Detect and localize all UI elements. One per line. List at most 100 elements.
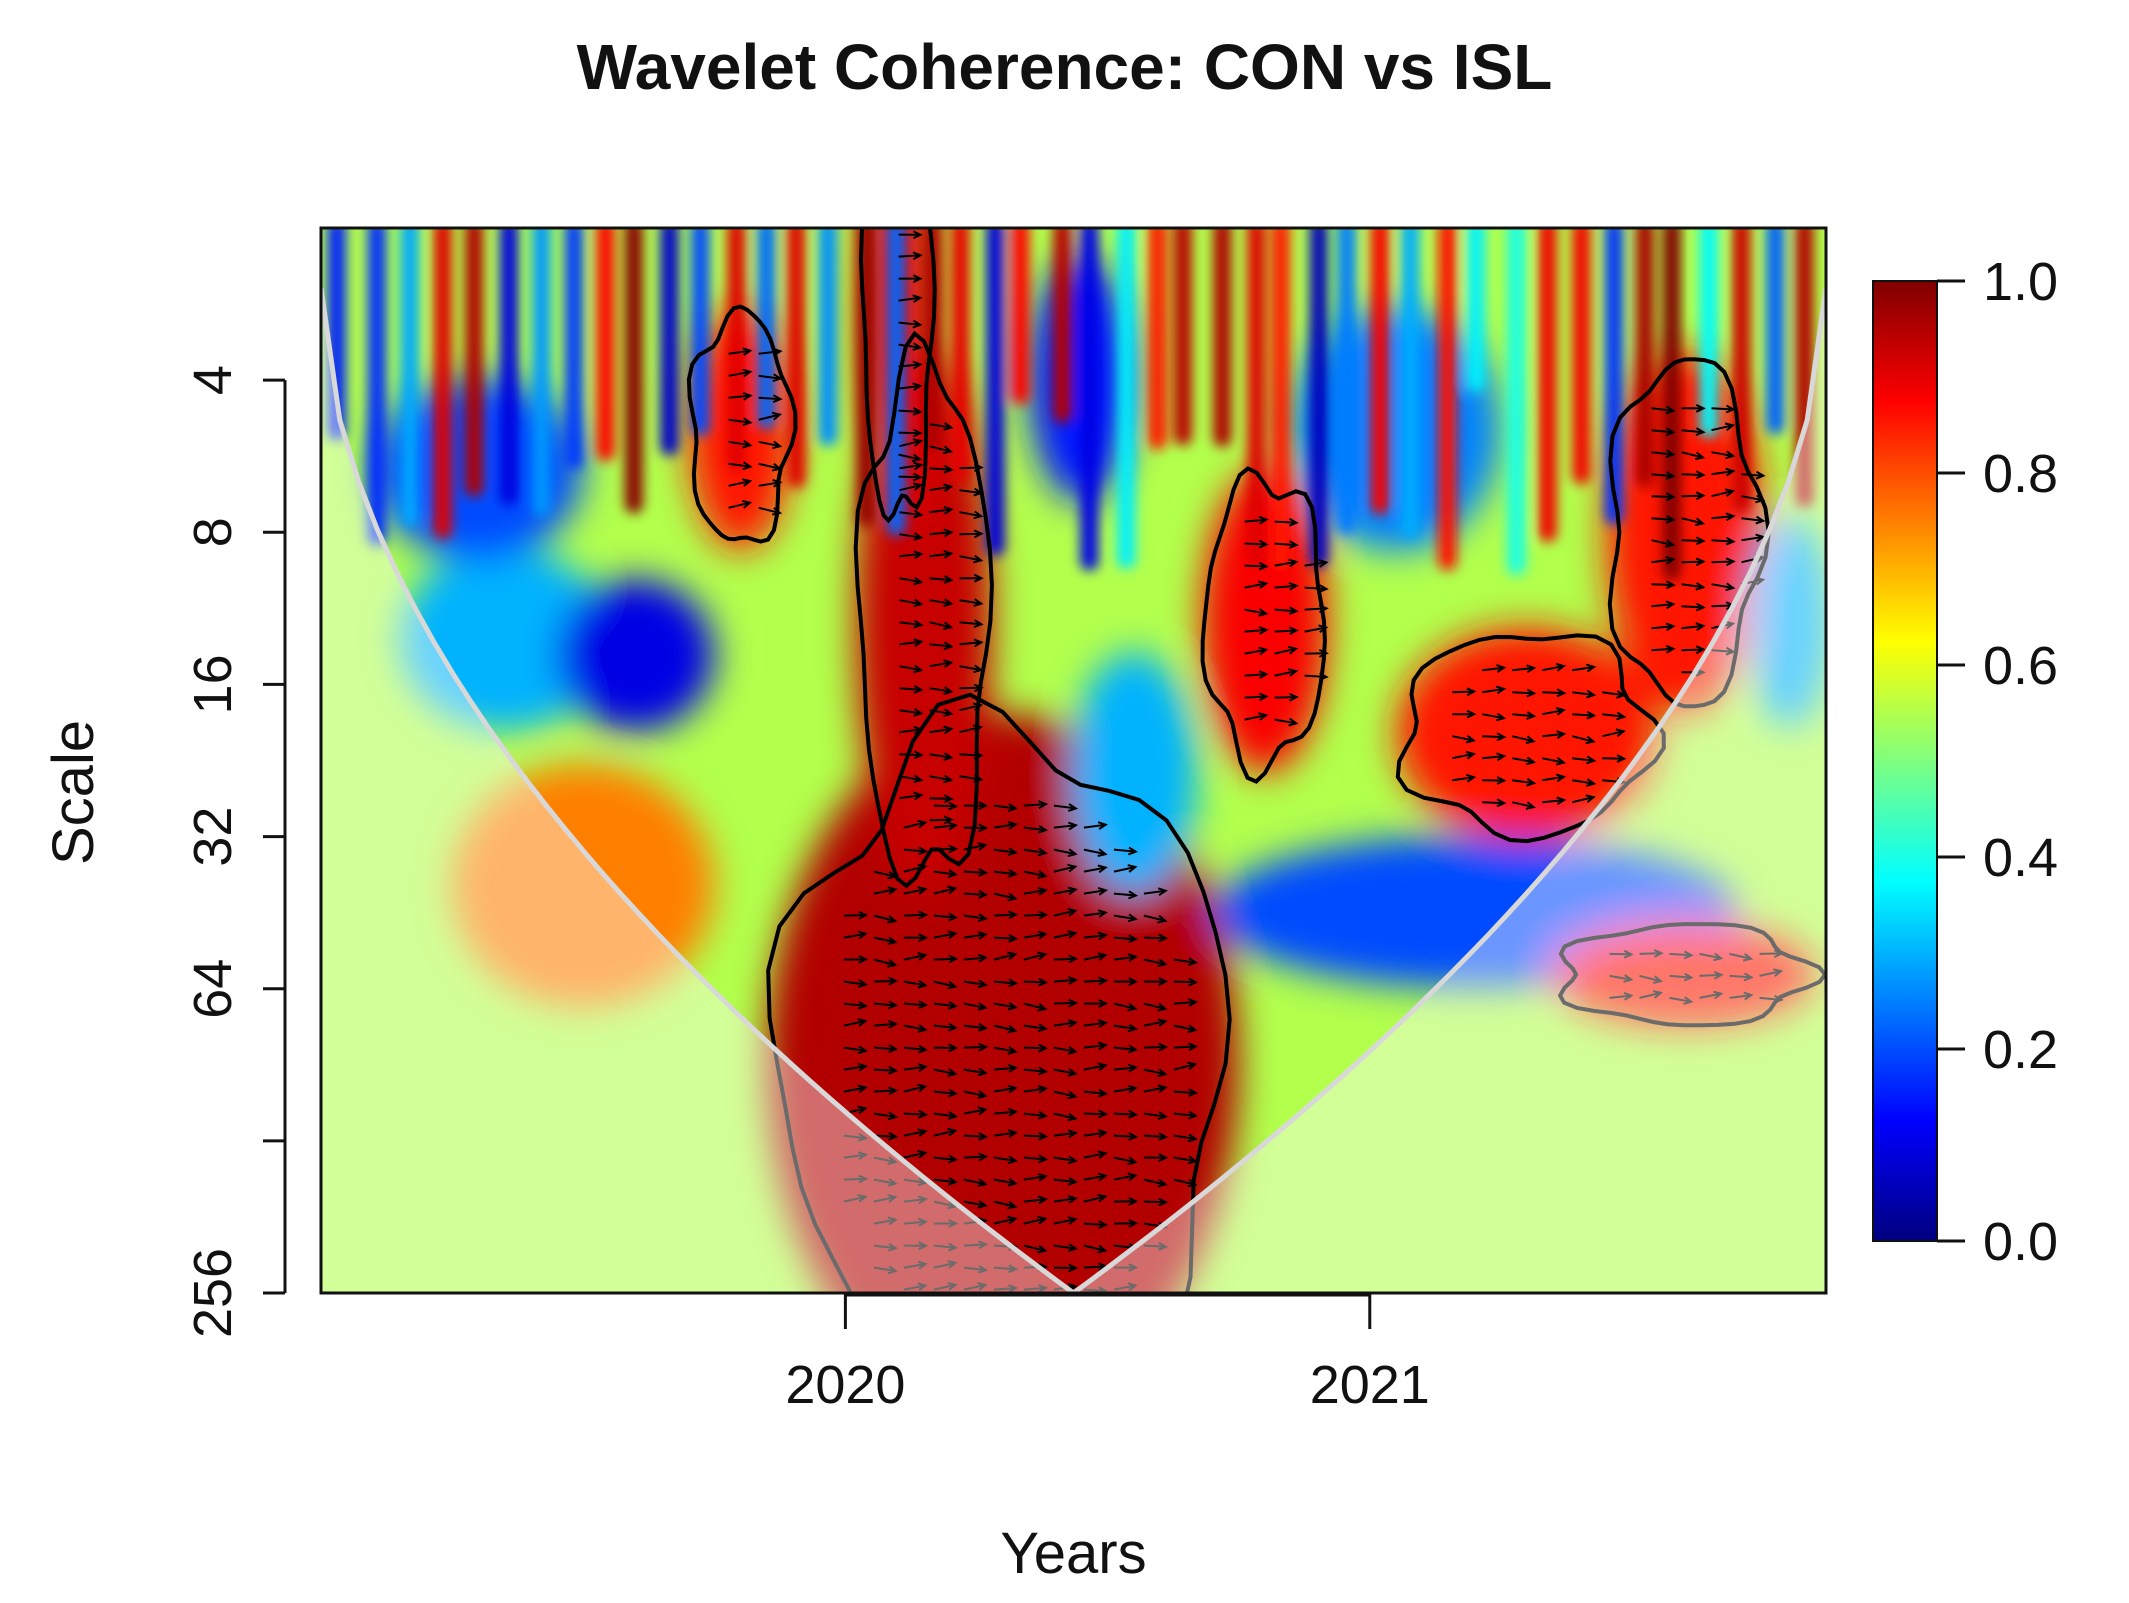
phase-arrow	[959, 487, 984, 497]
y-tick-label: 32	[183, 807, 243, 867]
phase-arrow	[899, 598, 924, 608]
phase-arrow	[993, 1084, 1018, 1094]
coherence-region	[1396, 626, 1659, 840]
phase-arrow	[1053, 1112, 1078, 1122]
phase-arrow	[1669, 950, 1694, 960]
phase-arrow	[1542, 663, 1567, 672]
streak	[1732, 228, 1751, 514]
phase-arrow	[1023, 1043, 1049, 1053]
phase-arrow	[1083, 999, 1109, 1008]
phase-arrow	[959, 683, 984, 693]
phase-arrow	[929, 641, 954, 651]
phase-arrow	[1639, 974, 1664, 984]
phase-arrow	[929, 686, 954, 695]
phase-arrow	[994, 1329, 1016, 1336]
phase-arrow	[1274, 626, 1299, 636]
phase-arrow	[1113, 1218, 1139, 1228]
phase-arrow	[1729, 991, 1754, 1001]
phase-arrow	[1173, 977, 1199, 987]
phase-arrow	[1639, 949, 1664, 958]
phase-arrow	[1651, 600, 1676, 610]
phase-arrow	[843, 1151, 868, 1160]
phase-arrow	[1244, 712, 1269, 721]
phase-arrow	[1304, 624, 1329, 634]
phase-arrow	[959, 664, 984, 674]
phase-arrow	[843, 1194, 868, 1203]
phase-arrow	[1083, 1150, 1108, 1159]
phase-arrow	[903, 1149, 928, 1159]
phase-arrow	[1741, 515, 1766, 525]
phase-arrow	[1113, 1263, 1139, 1272]
phase-arrow	[933, 821, 959, 831]
streak	[1247, 228, 1266, 567]
phase-arrow	[873, 1086, 899, 1096]
phase-arrow	[1173, 957, 1198, 967]
phase-arrow	[873, 1242, 899, 1252]
phase-arrow	[1083, 1129, 1108, 1138]
phase-arrow	[1023, 930, 1048, 940]
phase-arrow	[899, 685, 924, 694]
phase-arrow	[903, 1260, 928, 1270]
phase-arrow	[1609, 991, 1634, 1001]
x-axis-label: Years	[1000, 1521, 1147, 1586]
phase-arrow	[873, 1131, 899, 1141]
phase-arrow	[758, 394, 783, 404]
phase-arrow	[1083, 952, 1108, 961]
phase-arrow	[1512, 756, 1537, 766]
phase-arrow	[933, 954, 959, 964]
significance-contour	[686, 304, 798, 544]
phase-arrow	[903, 1109, 929, 1119]
phase-arrow	[1113, 1044, 1139, 1054]
phase-arrow	[903, 1217, 929, 1227]
phase-arrow	[1651, 644, 1676, 654]
phase-arrow	[993, 1063, 1019, 1073]
phase-arrow	[1083, 931, 1109, 941]
phase-arrow	[1602, 690, 1627, 699]
chart-title: Wavelet Coherence: CON vs ISL	[576, 31, 1553, 103]
phase-arrow	[1681, 645, 1706, 655]
phase-arrow	[1173, 1088, 1199, 1097]
streak	[787, 228, 806, 489]
phase-arrow	[1681, 491, 1706, 501]
streak	[660, 228, 679, 456]
phase-arrow	[1274, 692, 1299, 702]
phase-arrow	[1083, 1019, 1108, 1028]
phase-arrow	[1053, 1176, 1079, 1186]
phase-arrow	[1143, 958, 1168, 968]
phase-arrow	[1741, 533, 1766, 543]
phase-arrow	[1482, 776, 1507, 785]
x-tick-label: 2021	[1310, 1355, 1430, 1415]
phase-arrow	[1711, 404, 1736, 414]
phase-arrow	[903, 952, 928, 961]
phase-arrow	[933, 930, 958, 940]
phase-arrow	[1511, 735, 1536, 744]
phase-arrow	[1023, 800, 1049, 809]
phase-arrow	[1482, 732, 1507, 742]
phase-arrow	[1143, 1111, 1168, 1121]
phase-arrow	[1699, 990, 1724, 1000]
phase-arrow	[898, 382, 923, 392]
phase-arrow	[1304, 584, 1329, 593]
phase-arrow	[843, 1133, 869, 1142]
phase-arrow	[1571, 735, 1596, 745]
phase-arrow	[929, 659, 954, 668]
phase-arrow	[1711, 467, 1736, 477]
phase-arrow	[993, 1046, 1018, 1055]
phase-arrow	[1143, 1197, 1169, 1207]
phase-arrow	[929, 708, 954, 718]
phase-arrow	[1601, 728, 1626, 738]
y-tick-label: 4	[183, 365, 243, 395]
phase-arrow	[873, 1065, 899, 1075]
phase-arrow	[1482, 752, 1507, 762]
phase-arrow	[1143, 1132, 1169, 1141]
phase-arrow	[1482, 798, 1507, 808]
phase-arrow	[1304, 672, 1329, 681]
phase-arrow	[903, 1083, 928, 1093]
phase-arrow	[1023, 847, 1048, 857]
phase-arrow	[933, 980, 958, 990]
phase-arrow	[903, 1282, 928, 1292]
phase-arrow	[993, 1024, 1018, 1034]
phase-arrow	[1083, 1172, 1108, 1182]
phase-arrow	[1572, 689, 1597, 699]
streak	[1370, 228, 1389, 515]
